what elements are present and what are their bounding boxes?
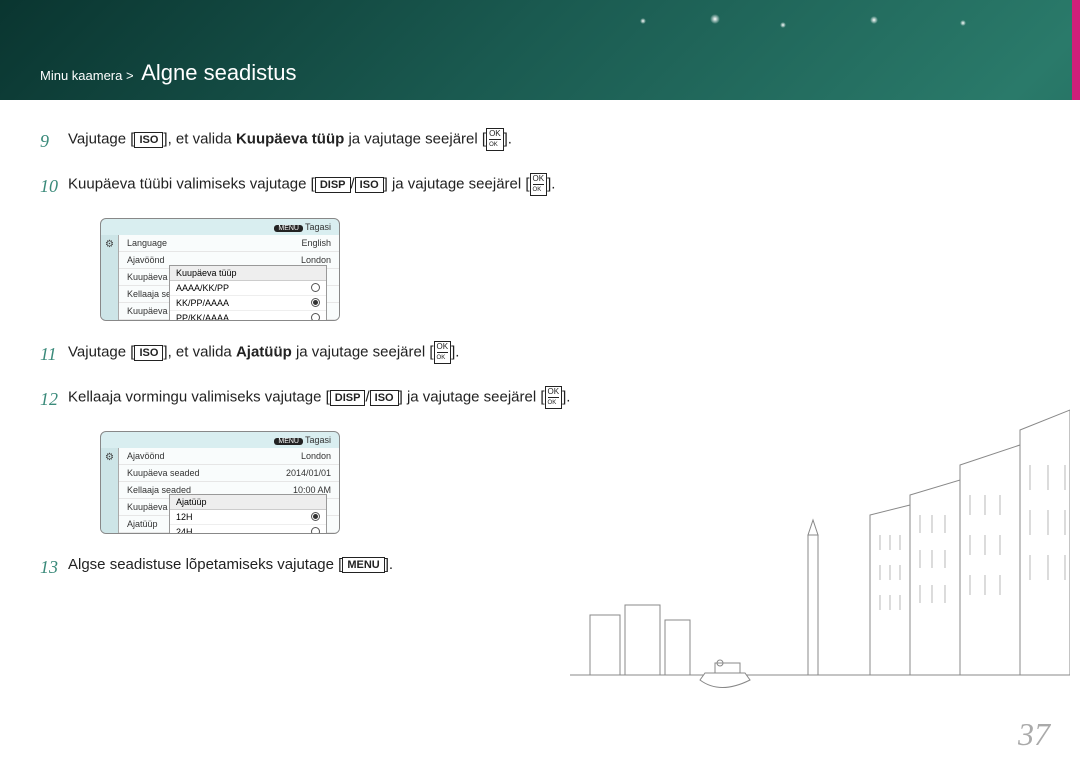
menu-row: AjavööndLondon xyxy=(119,448,339,465)
menu-row: Kuupäeva seaded2014/01/01 xyxy=(119,465,339,482)
iso-icon: ISO xyxy=(370,390,399,406)
step-13: 13 Algse seadistuse lõpetamiseks vajutag… xyxy=(40,554,600,581)
gear-icon: ⚙ xyxy=(105,239,114,250)
ok-icon: OK xyxy=(434,341,452,364)
menu-screenshot-1: MENUTagasi ⚙ LanguageEnglish AjavööndLon… xyxy=(100,218,340,321)
step-11: 11 Vajutage [ISO], et valida Ajatüüp ja … xyxy=(40,341,600,368)
step-10: 10 Kuupäeva tüübi valimiseks vajutage [D… xyxy=(40,173,600,200)
radio-icon xyxy=(311,283,320,292)
ok-icon: OK xyxy=(530,173,548,196)
page-title: Algne seadistus xyxy=(141,60,296,85)
ok-icon: OK xyxy=(486,128,504,151)
breadcrumb: Minu kaamera > Algne seadistus xyxy=(40,60,297,86)
radio-icon xyxy=(311,313,320,321)
radio-icon xyxy=(311,298,320,307)
step-9: 9 Vajutage [ISO], et valida Kuupäeva tüü… xyxy=(40,128,600,155)
step-12: 12 Kellaaja vormingu valimiseks vajutage… xyxy=(40,386,600,413)
breadcrumb-prefix: Minu kaamera > xyxy=(40,68,134,83)
menu-screenshot-2: MENUTagasi ⚙ AjavööndLondon Kuupäeva sea… xyxy=(100,431,340,534)
submenu-time-type: Ajatüüp 12H 24H xyxy=(169,494,327,534)
ok-icon: OK xyxy=(545,386,563,409)
disp-icon: DISP xyxy=(330,390,366,406)
decorative-sparkles xyxy=(620,10,1020,40)
iso-icon: ISO xyxy=(134,132,163,148)
gear-icon: ⚙ xyxy=(105,452,114,463)
page-content: 9 Vajutage [ISO], et valida Kuupäeva tüü… xyxy=(0,100,1080,765)
submenu-date-type: Kuupäeva tüüp AAAA/KK/PP KK/PP/AAAA PP/K… xyxy=(169,265,327,321)
disp-icon: DISP xyxy=(315,177,351,193)
iso-icon: ISO xyxy=(134,345,163,361)
page-number: 37 xyxy=(1018,716,1050,753)
menu-icon: MENU xyxy=(342,557,384,573)
radio-icon xyxy=(311,527,320,534)
radio-icon xyxy=(311,512,320,521)
iso-icon: ISO xyxy=(355,177,384,193)
menu-row: LanguageEnglish xyxy=(119,235,339,252)
cityscape-illustration xyxy=(570,335,1070,735)
